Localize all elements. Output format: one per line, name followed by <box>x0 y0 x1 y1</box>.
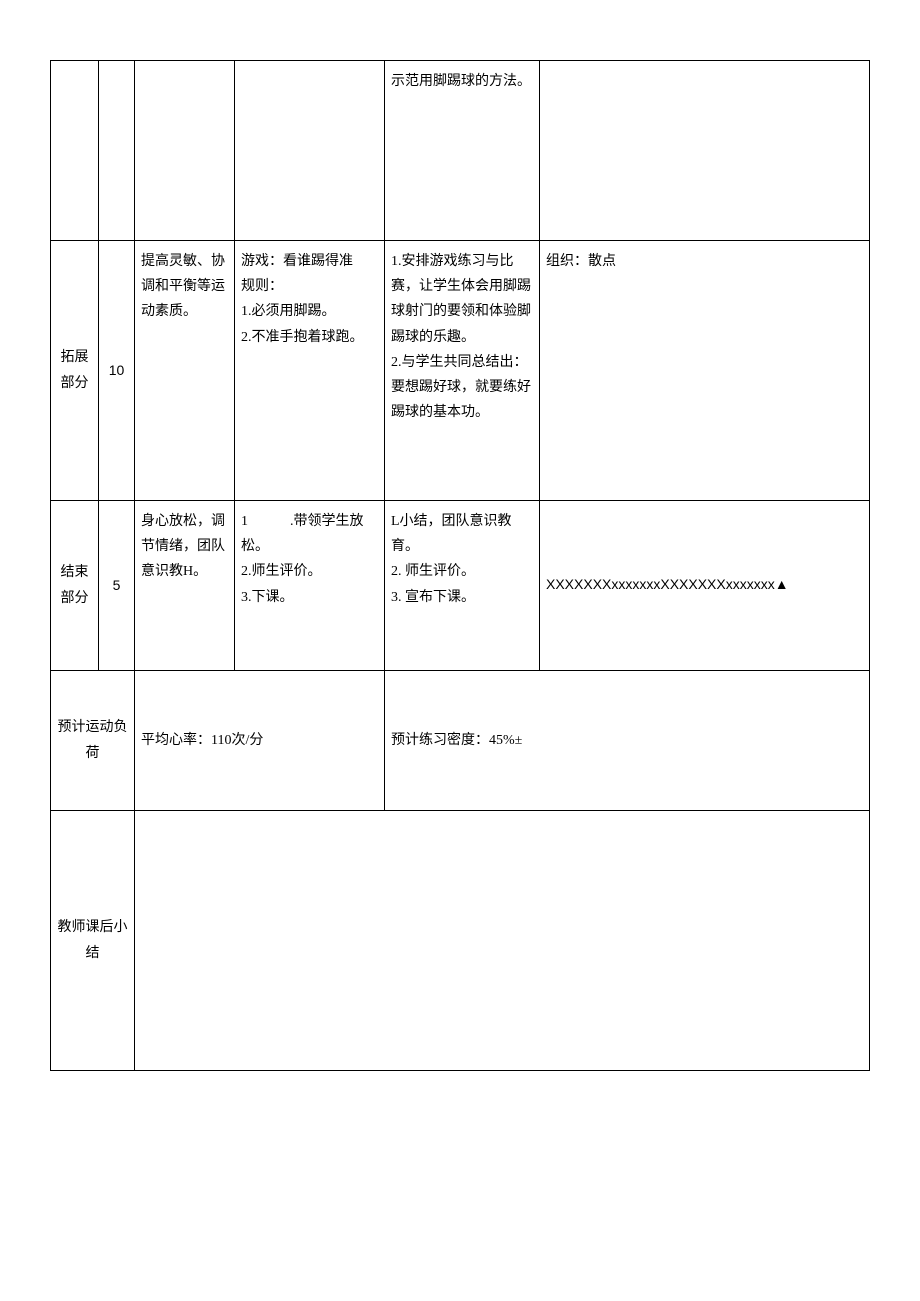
density-text: 预计练习密度：45%± <box>391 733 522 748</box>
time-value: 5 <box>113 577 121 593</box>
org-cell: 组织：散点 <box>540 241 870 501</box>
content-cell <box>235 61 385 241</box>
teach-line: 2.与学生共同总结出：要想踢好球，就要练好踢球的基本功。 <box>391 350 533 426</box>
section-cell <box>51 61 99 241</box>
time-value: 10 <box>109 362 125 378</box>
org-cell <box>540 61 870 241</box>
load-label-cell: 预计运动负荷 <box>51 671 135 811</box>
content-title: 游戏：看谁踢得准 <box>241 249 378 274</box>
content-line: 2.师生评价。 <box>241 559 378 584</box>
org-formation: XXXXXXXxxxxxxxXXXXXXXxxxxxxx▲ <box>546 576 789 592</box>
content-rule: 规则： <box>241 274 378 299</box>
teach-line: 3. 宣布下课。 <box>391 585 533 610</box>
goal-cell: 提高灵敏、协调和平衡等运动素质。 <box>135 241 235 501</box>
table-row: 拓展部分 10 提高灵敏、协调和平衡等运动素质。 游戏：看谁踢得准 规则： 1.… <box>51 241 870 501</box>
lesson-plan-table: 示范用脚踢球的方法。 拓展部分 10 提高灵敏、协调和平衡等运动素质。 游戏：看… <box>50 60 870 1071</box>
teach-line: 1.安排游戏练习与比赛，让学生体会用脚踢球射门的要领和体验脚踢球的乐趣。 <box>391 249 533 350</box>
section-label: 结束部分 <box>61 565 89 605</box>
section-cell: 结束部分 <box>51 501 99 671</box>
summary-label-cell: 教师课后小结 <box>51 811 135 1071</box>
goal-cell <box>135 61 235 241</box>
teach-cell: 1.安排游戏练习与比赛，让学生体会用脚踢球射门的要领和体验脚踢球的乐趣。 2.与… <box>385 241 540 501</box>
heart-rate-cell: 平均心率：110次/分 <box>135 671 385 811</box>
content-line: 1 .带领学生放松。 <box>241 509 378 559</box>
content-line: 1.必须用脚踢。 <box>241 299 378 324</box>
goal-text: 提高灵敏、协调和平衡等运动素质。 <box>141 254 225 319</box>
content-line: 3.下课。 <box>241 585 378 610</box>
section-label: 拓展部分 <box>61 350 89 390</box>
goal-cell: 身心放松，调节情绪，团队意识教H。 <box>135 501 235 671</box>
summary-label: 教师课后小结 <box>58 920 128 960</box>
content-cell: 1 .带领学生放松。 2.师生评价。 3.下课。 <box>235 501 385 671</box>
content-cell: 游戏：看谁踢得准 规则： 1.必须用脚踢。 2.不准手抱着球跑。 <box>235 241 385 501</box>
heart-rate-text: 平均心率：110次/分 <box>141 733 263 748</box>
table-row: 预计运动负荷 平均心率：110次/分 预计练习密度：45%± <box>51 671 870 811</box>
teach-cell: L小结，团队意识教育。 2. 师生评价。 3. 宣布下课。 <box>385 501 540 671</box>
org-text: 组织：散点 <box>546 254 616 269</box>
table-row: 教师课后小结 <box>51 811 870 1071</box>
teach-cell: 示范用脚踢球的方法。 <box>385 61 540 241</box>
teach-line: L小结，团队意识教育。 <box>391 509 533 559</box>
summary-content-cell <box>135 811 870 1071</box>
time-cell: 5 <box>99 501 135 671</box>
goal-text: 身心放松，调节情绪，团队意识教H。 <box>141 514 225 579</box>
teach-text: 示范用脚踢球的方法。 <box>391 74 531 89</box>
time-cell <box>99 61 135 241</box>
table-row: 结束部分 5 身心放松，调节情绪，团队意识教H。 1 .带领学生放松。 2.师生… <box>51 501 870 671</box>
load-label: 预计运动负荷 <box>58 720 128 760</box>
teach-line: 2. 师生评价。 <box>391 559 533 584</box>
time-cell: 10 <box>99 241 135 501</box>
table-row: 示范用脚踢球的方法。 <box>51 61 870 241</box>
org-cell: XXXXXXXxxxxxxxXXXXXXXxxxxxxx▲ <box>540 501 870 671</box>
content-line: 2.不准手抱着球跑。 <box>241 325 378 350</box>
density-cell: 预计练习密度：45%± <box>385 671 870 811</box>
section-cell: 拓展部分 <box>51 241 99 501</box>
